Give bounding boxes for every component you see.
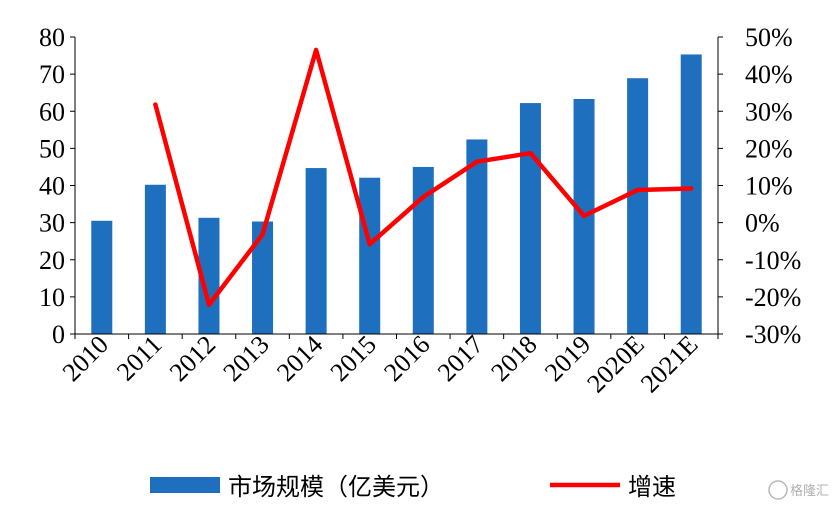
bar-2016 [412,166,434,334]
watermark: 格隆汇 [768,480,829,500]
x-tick-label-2011: 2011 [111,330,168,387]
y-right-tick-label: -10% [745,246,801,275]
growth-point-2018 [528,151,533,156]
legend-bar-label: 市场规模（亿美元） [228,473,444,501]
legend: 市场规模（亿美元） 增速 [150,473,676,501]
bar-2014 [305,168,327,334]
x-tick-label-2017: 2017 [432,330,489,387]
bar-2013 [252,221,274,334]
plot-area: 0 10 20 30 40 50 60 70 80 -30% -20% -10% 0% 10% 20% 30%… [39,23,801,398]
growth-point-2011 [153,102,158,107]
bar-2017 [466,139,488,334]
growth-point-2020E [635,187,640,193]
y-left-tick-label: 20 [39,246,65,275]
bar-2020E [627,78,649,335]
y-right-tick-label: -30% [745,320,801,349]
y-left-tick-label: 40 [39,172,65,201]
growth-point-2019 [581,213,587,219]
x-tick-label-2020E: 2020E [581,330,650,399]
growth-point-2013 [260,232,265,237]
y-right-tick-label: 10% [745,172,793,201]
y-right-tick-label: 30% [745,97,793,126]
y-left-tick-label: 50 [39,134,65,163]
x-tick-label-2014: 2014 [271,330,328,387]
x-tick-label-2013: 2013 [218,330,275,387]
x-tick-label-2018: 2018 [485,330,542,387]
x-tick-label-2010: 2010 [57,330,114,387]
legend-line-label: 增速 [628,473,676,501]
legend-bar-swatch [150,477,220,493]
x-tick-label-2016: 2016 [378,330,435,387]
y-left-tick-label: 30 [39,209,65,238]
x-tick-label-2015: 2015 [325,330,382,387]
y-left-tick-label: 70 [39,60,65,89]
x-tick-label-2012: 2012 [164,330,221,387]
growth-point-2016 [421,194,426,200]
y-right-tick-label: -20% [745,283,801,312]
growth-point-2021E [689,186,694,191]
bar-2010 [91,220,113,334]
y-right-tick-label: 40% [745,60,793,89]
y-left-tick-label: 80 [39,23,65,52]
y-left-tick-label: 0 [52,320,65,349]
bar-2015 [359,177,381,334]
bar-2021E [680,54,702,334]
bar-2011 [144,184,166,334]
bar-2012 [198,217,220,334]
y-left-tick-label: 60 [39,97,65,126]
growth-point-2015 [367,241,372,247]
growth-point-2017 [474,159,480,164]
watermark-text: 格隆汇 [790,483,829,499]
y-left-tick-label: 10 [39,283,65,312]
growth-point-2014 [313,47,319,53]
growth-point-2012 [206,302,212,307]
bar-2018 [519,103,541,335]
y-right-tick-label: 20% [745,134,793,163]
x-tick-label-2021E: 2021E [635,330,704,399]
y-right-tick-label: 50% [745,23,793,52]
y-right-tick-label: 0% [745,209,780,238]
watermark-logo-icon [768,480,788,500]
